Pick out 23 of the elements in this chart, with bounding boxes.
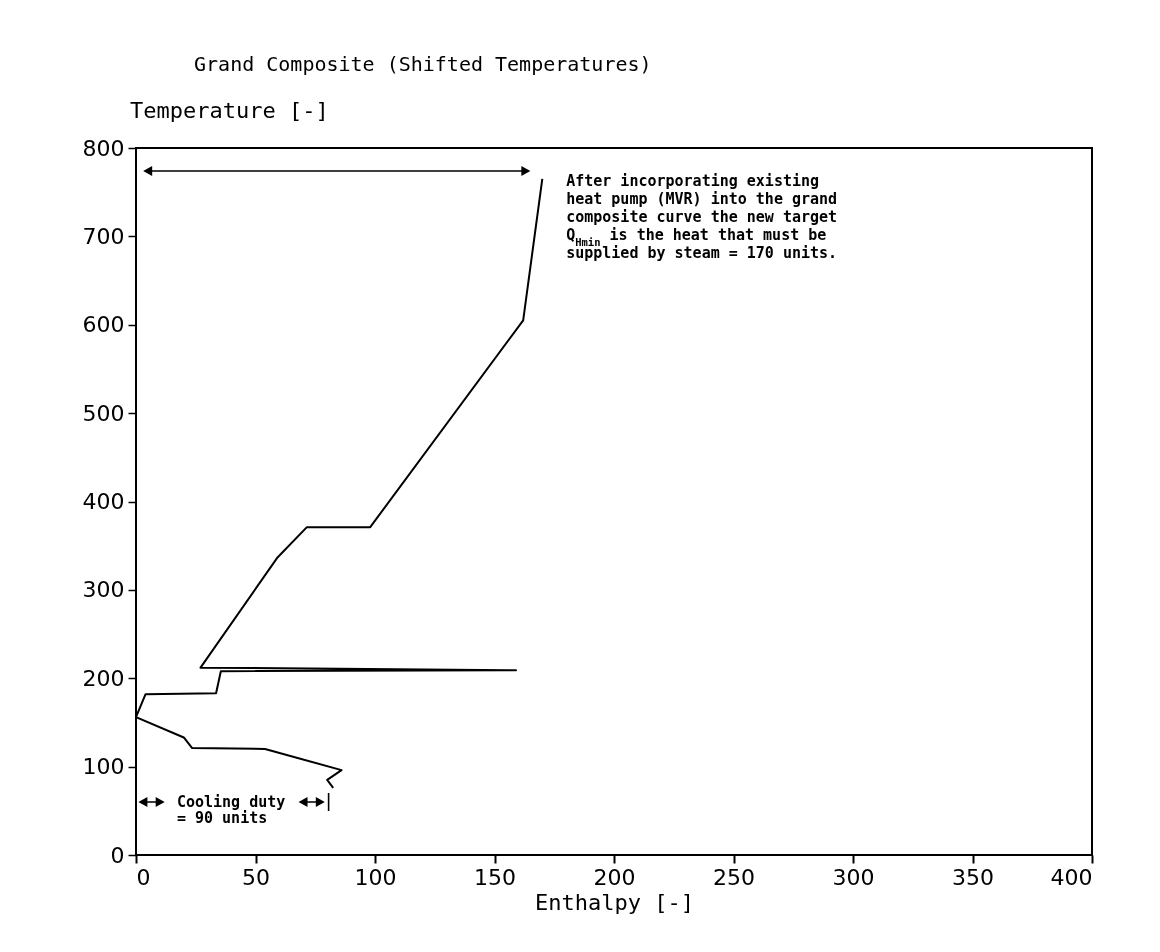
chart-title: Grand Composite (Shifted Temperatures) [194, 52, 652, 76]
x-tick-label: 300 [832, 864, 875, 890]
y-tick-label: 300 [82, 577, 125, 603]
x-tick-label: 400 [1050, 864, 1093, 890]
y-tick-label: 700 [82, 223, 125, 249]
x-tick-label: 50 [242, 864, 270, 890]
x-axis-title: Enthalpy [-] [535, 889, 694, 915]
x-tick-label: 100 [354, 864, 397, 890]
x-tick-label: 150 [474, 864, 516, 890]
x-tick-label: 0 [136, 864, 151, 890]
y-tick-label: 500 [82, 400, 125, 426]
y-axis-title: Temperature [-] [130, 98, 329, 123]
x-tick-label: 200 [593, 864, 636, 890]
y-tick-label: 0 [110, 842, 125, 868]
y-tick-label: 200 [82, 665, 125, 691]
y-tick-label: 800 [82, 135, 125, 161]
x-tick-label: 250 [713, 864, 755, 890]
annotation: After incorporating existing heat pump (MVR) into the grand composite curve the new target Q$_{Hmin}$ is the heat that must be supplied by steam = 170 units. [566, 172, 838, 262]
y-tick-label: 100 [82, 754, 125, 780]
y-tick-label: 600 [82, 312, 125, 338]
x-tick-label: 350 [952, 864, 994, 890]
annotation: Cooling duty = 90 units [176, 792, 286, 827]
y-tick-label: 400 [82, 489, 125, 514]
